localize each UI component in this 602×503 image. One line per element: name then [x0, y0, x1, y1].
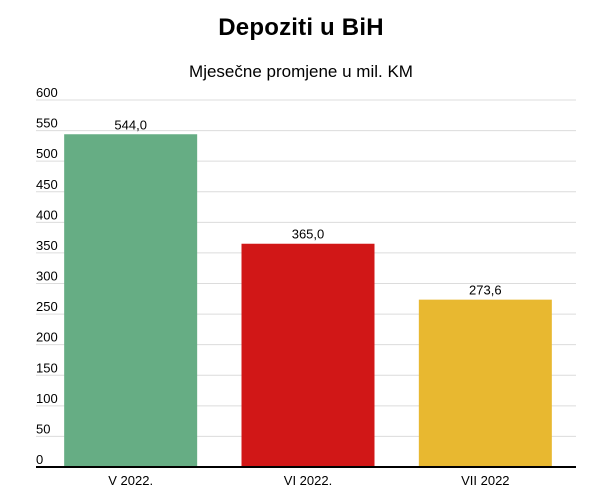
x-tick-label: VI 2022. — [284, 473, 332, 488]
x-tick-label: V 2022. — [108, 473, 153, 488]
y-tick-label: 150 — [36, 360, 58, 375]
data-label: 544,0 — [114, 117, 147, 132]
y-tick-label: 400 — [36, 207, 58, 222]
y-tick-label: 600 — [36, 85, 58, 100]
y-tick-label: 300 — [36, 269, 58, 284]
bar — [418, 299, 552, 467]
y-tick-label: 200 — [36, 330, 58, 345]
y-tick-label: 450 — [36, 177, 58, 192]
y-tick-label: 350 — [36, 238, 58, 253]
chart-subtitle: Mjesečne promjene u mil. KM — [189, 62, 413, 81]
y-tick-label: 50 — [36, 421, 50, 436]
data-label: 273,6 — [469, 283, 502, 298]
bar — [64, 134, 198, 467]
y-tick-label: 500 — [36, 146, 58, 161]
x-axis: V 2022. VI 2022. VII 2022 — [36, 466, 576, 488]
chart-title: Depoziti u BiH — [218, 14, 384, 41]
y-tick-label: 100 — [36, 391, 58, 406]
y-tick-label: 550 — [36, 116, 58, 131]
bars: 544,0 365,0 273,6 — [64, 117, 552, 467]
y-tick-label: 250 — [36, 299, 58, 314]
y-tick-label: 0 — [36, 452, 43, 467]
data-label: 365,0 — [292, 227, 325, 242]
bar — [241, 243, 375, 467]
y-axis: 0 50 100 150 200 250 300 350 400 450 500 550 600 — [36, 85, 58, 467]
x-tick-label: VII 2022 — [461, 473, 509, 488]
